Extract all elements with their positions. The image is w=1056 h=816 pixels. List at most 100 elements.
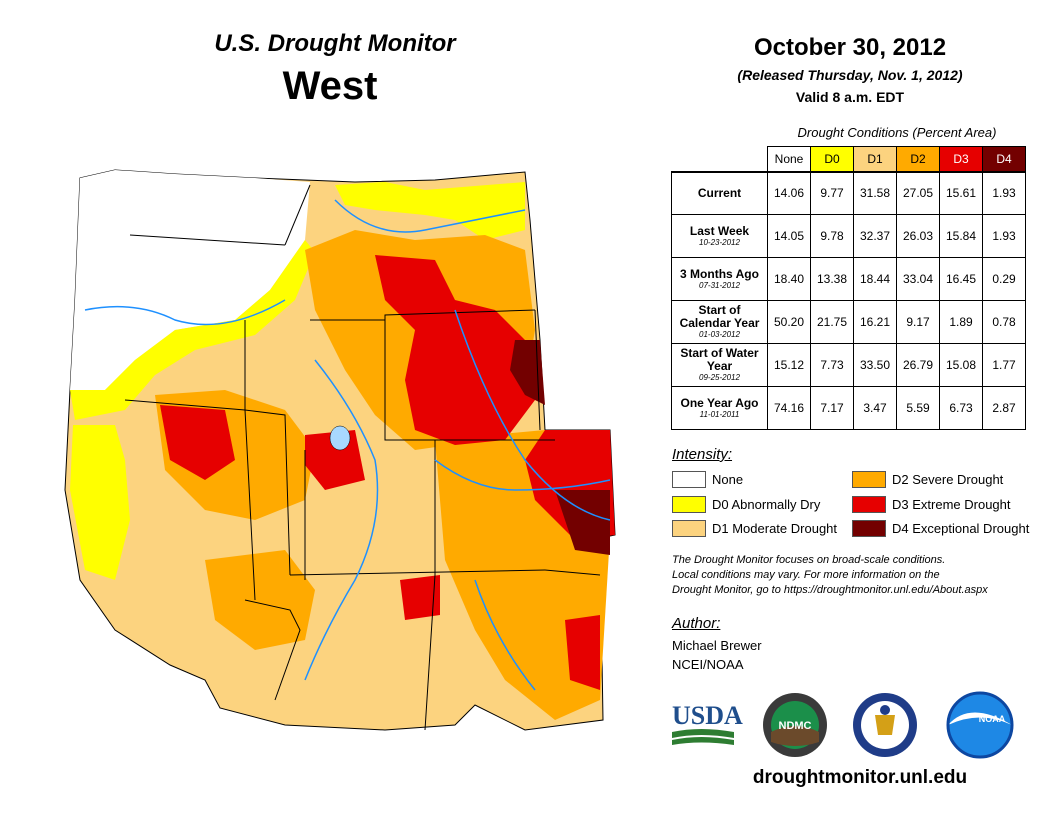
- legend-label: D3 Extreme Drought: [892, 496, 1011, 512]
- table-cell: 0.78: [982, 300, 1026, 344]
- table-cell: 7.17: [810, 386, 854, 430]
- legend-label: D1 Moderate Drought: [712, 520, 838, 536]
- legend-d3: D3 Extreme Drought: [852, 495, 1011, 513]
- table-cell: 18.40: [767, 257, 811, 301]
- col-d1: D1: [853, 146, 897, 172]
- table-cell: 31.58: [853, 170, 897, 215]
- table-cell: 1.77: [982, 343, 1026, 387]
- table-cell: 15.61: [939, 170, 983, 215]
- table-cell: 27.05: [896, 170, 940, 215]
- legend-none: None: [672, 470, 743, 488]
- map-title: U.S. Drought Monitor: [214, 30, 456, 57]
- ndmc-logo: NDMC: [763, 693, 827, 757]
- d3-area-wyoming: [375, 255, 535, 445]
- header-blank: [672, 147, 768, 172]
- great-salt-lake: [329, 425, 351, 451]
- table-cell: 9.78: [810, 214, 854, 258]
- col-d0: D0: [810, 146, 854, 172]
- col-d4: D4: [982, 146, 1026, 172]
- legend-label: D0 Abnormally Dry: [712, 496, 821, 512]
- table-cell: 14.06: [767, 170, 811, 215]
- table-cell: 26.79: [896, 343, 940, 387]
- usda-logo-text: USDA: [672, 701, 743, 730]
- author-name: Michael Brewer: [672, 638, 762, 653]
- noaa-logo-text: NOAA: [979, 714, 1006, 724]
- legend-swatch: [852, 495, 886, 513]
- d3-area-nevada: [160, 405, 235, 480]
- table-row: Start of Calendar Year 01-03-2012 50.20 21.…: [671, 300, 1026, 344]
- author-org: NCEI/NOAA: [672, 657, 744, 672]
- legend-swatch: [672, 470, 706, 488]
- table-cell: 1.93: [982, 214, 1026, 258]
- row-date: 01-03-2012: [699, 330, 740, 339]
- table-cell: 32.37: [853, 214, 897, 258]
- col-none: None: [767, 146, 811, 172]
- row-label-text: Last Week: [689, 223, 750, 238]
- region-title: West: [282, 64, 378, 108]
- table-cell: 50.20: [767, 300, 811, 344]
- d3-area-nm: [400, 575, 440, 620]
- legend-d1: D1 Moderate Drought: [672, 519, 837, 537]
- legend-swatch: [852, 470, 886, 488]
- table-cell: 33.50: [853, 343, 897, 387]
- legend-label: D2 Severe Drought: [892, 471, 1004, 487]
- author-title: Author:: [672, 615, 721, 632]
- row-label: Last Week 10-23-2012: [671, 214, 768, 258]
- col-d3: D3: [939, 146, 983, 172]
- table-cell: 16.45: [939, 257, 983, 301]
- table-cell: 26.03: [896, 214, 940, 258]
- drought-map: [64, 169, 616, 731]
- table-cell: 21.75: [810, 300, 854, 344]
- row-date: 10-23-2012: [699, 237, 740, 247]
- note-line: Drought Monitor, go to https://droughtmo…: [672, 584, 988, 596]
- row-label: Start of Water Year 09-25-2012: [671, 343, 768, 387]
- website-url[interactable]: droughtmonitor.unl.edu: [752, 767, 968, 788]
- row-label-text: 3 Months Ago: [680, 266, 759, 281]
- d4-area-kansas: [555, 490, 610, 555]
- table-cell: 7.73: [810, 343, 854, 387]
- table-row: Last Week 10-23-2012 14.05 9.78 32.37 26.03 15…: [671, 214, 1026, 258]
- row-label: One Year Ago 11-01-2011: [671, 386, 768, 430]
- table-row: One Year Ago 11-01-2011 74.16 7.17 3.47 5.59 6…: [671, 386, 1026, 430]
- table-cell: 6.73: [939, 386, 983, 430]
- commerce-seal: [853, 693, 917, 757]
- d3-area-utah: [305, 430, 365, 490]
- table-cell: 14.05: [767, 214, 811, 258]
- table-cell: 1.93: [982, 170, 1026, 215]
- row-label-text: Start of Calendar Year: [679, 303, 760, 330]
- row-label: 3 Months Ago 07-31-2012: [671, 257, 768, 301]
- table-header-row: None D0 D1 D2 D3 D4: [672, 146, 1026, 172]
- col-d2: D2: [896, 146, 940, 172]
- table-cell: 16.21: [853, 300, 897, 344]
- legend-swatch: [852, 519, 886, 537]
- ndmc-logo-text: NDMC: [779, 720, 812, 732]
- row-label: Start of Calendar Year 01-03-2012: [671, 300, 768, 344]
- d0-area-montana: [335, 182, 525, 240]
- table-cell: 3.47: [853, 386, 897, 430]
- valid-time: Valid 8 a.m. EDT: [795, 89, 905, 105]
- table-cell: 1.89: [939, 300, 983, 344]
- d4-area-nebraska: [510, 340, 545, 405]
- noaa-logo: NOAA: [946, 691, 1014, 759]
- table-cell: 9.17: [896, 300, 940, 344]
- table-cell: 9.77: [810, 170, 854, 215]
- table-cell: 33.04: [896, 257, 940, 301]
- none-area: [70, 170, 310, 390]
- legend-label: D4 Exceptional Drought: [892, 520, 1030, 536]
- legend-title: Intensity:: [672, 446, 733, 463]
- legend-label: None: [712, 471, 744, 487]
- table-cell: 74.16: [767, 386, 811, 430]
- table-cell: 15.84: [939, 214, 983, 258]
- row-date: 09-25-2012: [699, 373, 740, 382]
- table-cell: 15.08: [939, 343, 983, 387]
- legend-swatch: [672, 519, 706, 537]
- table-cell: 5.59: [896, 386, 940, 430]
- note-line: The Drought Monitor focuses on broad-sca…: [672, 554, 946, 566]
- map-note: The Drought Monitor focuses on broad-sca…: [672, 553, 1042, 598]
- legend-d2: D2 Severe Drought: [852, 470, 1003, 488]
- report-date: October 30, 2012: [753, 34, 947, 61]
- row-label-text: Start of Water Year: [680, 346, 759, 373]
- table-cell: 0.29: [982, 257, 1026, 301]
- legend-d4: D4 Exceptional Drought: [852, 519, 1029, 537]
- row-label: Current: [671, 170, 768, 215]
